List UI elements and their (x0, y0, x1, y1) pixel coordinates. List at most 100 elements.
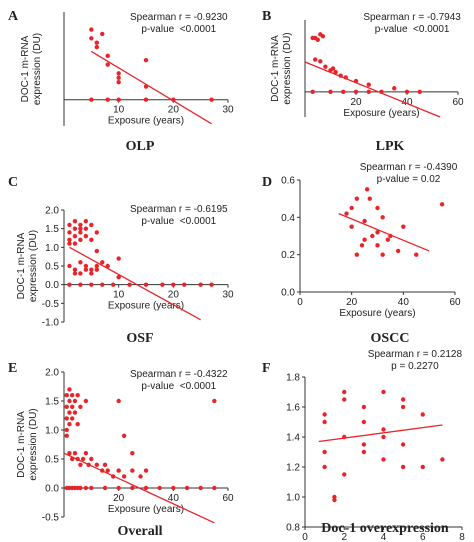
point (440, 457, 445, 462)
y-tick-label: 0.0 (281, 288, 295, 299)
panel-label: D (262, 175, 272, 190)
point (381, 457, 386, 462)
panel-caption: Overall (117, 524, 162, 539)
point (100, 31, 105, 37)
panel-caption: OSCC (371, 331, 410, 346)
point (83, 233, 89, 239)
point (375, 243, 380, 248)
y-tick-label: 2.0 (45, 206, 59, 217)
y-tick-label: -0.5 (42, 513, 60, 524)
point (94, 263, 100, 269)
point (349, 224, 354, 229)
point (105, 53, 110, 59)
point (89, 222, 94, 228)
point (342, 472, 347, 477)
point (67, 282, 72, 287)
point (67, 222, 72, 228)
panel-caption: LPK (376, 139, 405, 154)
point (75, 393, 80, 398)
x-tick-label: 10 (113, 290, 125, 301)
annotation: Spearman r = -0.7943 (363, 12, 461, 23)
point (116, 71, 121, 76)
point (121, 474, 127, 479)
panel-label: B (262, 9, 271, 24)
point (111, 282, 116, 287)
point (353, 89, 359, 95)
point (318, 59, 323, 64)
point (333, 69, 338, 75)
point (83, 263, 89, 269)
point (116, 485, 121, 491)
annotation: p-value <0.0001 (141, 216, 216, 227)
y-tick-label: 1.8 (286, 373, 300, 384)
point (94, 462, 100, 467)
panel-caption: Doc-1 overexpression (321, 521, 449, 536)
x-tick-label: 20 (168, 105, 180, 116)
point (116, 97, 121, 102)
point (83, 226, 89, 231)
point (78, 237, 83, 243)
point (322, 464, 327, 470)
point (143, 282, 149, 287)
point (143, 485, 149, 491)
point (83, 398, 89, 404)
point (94, 248, 100, 254)
point (78, 282, 83, 287)
x-tick-label: 6 (420, 532, 426, 542)
point (102, 485, 108, 491)
x-tick-label: 40 (401, 97, 413, 108)
annotation: p-value <0.0001 (141, 381, 216, 392)
point (83, 267, 89, 272)
point (361, 449, 367, 455)
point (67, 387, 72, 392)
point (439, 202, 445, 207)
point (67, 422, 72, 427)
point (83, 485, 89, 491)
point (89, 282, 94, 287)
point (116, 256, 121, 261)
point (78, 462, 83, 467)
point (342, 397, 347, 402)
point (78, 271, 83, 276)
point (89, 485, 94, 491)
panel-label: E (8, 361, 17, 376)
y-tick-label: 0.0 (45, 484, 59, 495)
y-axis-title: DOC-1 m-RNA (16, 232, 27, 299)
y-tick-label: 1.0 (45, 426, 59, 437)
point (395, 248, 401, 254)
point (381, 434, 386, 440)
point (367, 196, 372, 201)
point (143, 58, 149, 63)
point (105, 97, 110, 102)
point (72, 271, 78, 276)
point (78, 226, 83, 231)
point (78, 260, 83, 265)
regression-line (90, 50, 212, 125)
x-tick-label: 0 (302, 532, 308, 542)
point (349, 205, 354, 211)
y-tick-label: 1.2 (286, 463, 300, 474)
point (67, 237, 72, 243)
panel-caption: OLP (126, 139, 155, 154)
point (130, 451, 135, 456)
y-tick-label: 0.0 (45, 280, 59, 291)
y-tick-label: 0.5 (45, 455, 59, 466)
point (89, 271, 94, 276)
point (130, 485, 135, 491)
point (130, 468, 135, 473)
point (342, 389, 347, 395)
annotation: Spearman r = -0.9230 (130, 12, 228, 23)
x-tick-label: 40 (168, 493, 180, 504)
point (64, 416, 69, 421)
point (385, 237, 391, 242)
point (94, 267, 100, 272)
annotation: p-value <0.0001 (375, 24, 450, 35)
point (67, 410, 72, 415)
point (89, 456, 94, 462)
x-axis-title: Exposure (years) (108, 504, 184, 515)
point (322, 419, 327, 425)
regression-line (318, 424, 443, 443)
x-tick-label: 20 (113, 493, 125, 504)
point (366, 89, 371, 95)
x-tick-label: 60 (452, 97, 464, 108)
